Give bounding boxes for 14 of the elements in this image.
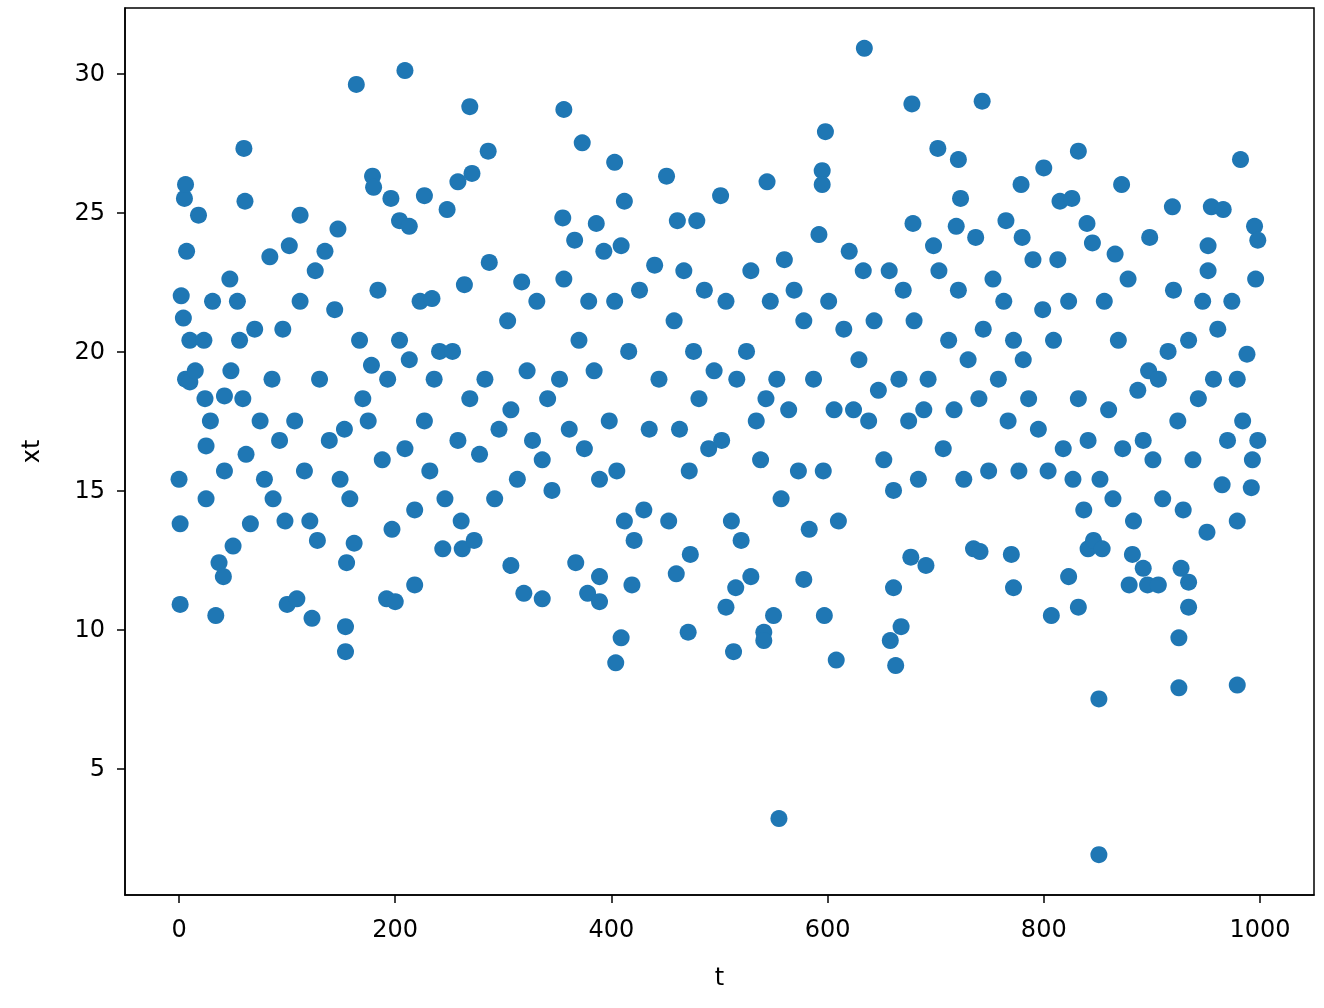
x-tick-label: 200 [372,915,419,943]
y-tick-label: 10 [74,615,105,644]
x-tick-label: 400 [588,915,635,943]
y-tick-label: 30 [74,59,105,88]
x-axis-title: t [714,963,725,991]
y-axis-title: xt [17,439,45,464]
x-tick-label: 0 [171,915,187,943]
y-tick-label: 5 [89,754,105,783]
y-tick-label: 20 [74,337,105,366]
y-tick-label: 15 [74,476,105,505]
x-tick-label: 800 [1020,915,1067,943]
y-tick-label: 25 [74,198,105,227]
x-tick-label: 600 [804,915,851,943]
x-tick-label: 1000 [1229,915,1291,943]
